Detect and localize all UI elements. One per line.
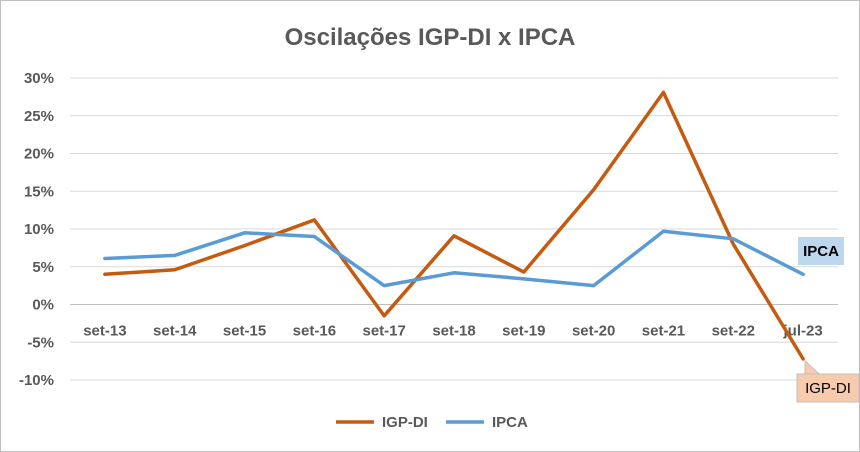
data-point-igp-di xyxy=(731,242,735,246)
data-point-igp-di xyxy=(801,357,805,361)
data-point-igp-di xyxy=(522,270,526,274)
data-point-ipca xyxy=(801,272,805,276)
data-point-ipca xyxy=(731,237,735,241)
y-tick-label: 5% xyxy=(32,259,54,276)
x-tick-label: set-22 xyxy=(712,323,755,340)
gridlines xyxy=(70,77,838,381)
data-point-ipca xyxy=(243,231,247,235)
x-tick-label: set-20 xyxy=(572,323,615,340)
x-tick-label: set-18 xyxy=(432,323,475,340)
data-point-igp-di xyxy=(103,272,107,276)
data-point-ipca xyxy=(592,284,596,288)
chart-title: Oscilações IGP-DI x IPCA xyxy=(285,24,576,51)
data-point-igp-di xyxy=(661,90,665,94)
legend-label-igp-di: IGP-DI xyxy=(382,414,428,431)
data-point-igp-di xyxy=(382,314,386,318)
series-lines xyxy=(103,90,805,361)
callout-box-igp-di xyxy=(796,373,860,403)
y-tick-label: -5% xyxy=(27,334,54,351)
callout-label-ipca: IPCA xyxy=(803,243,839,260)
data-point-ipca xyxy=(103,256,107,260)
data-point-ipca xyxy=(661,229,665,233)
x-tick-label: jul-23 xyxy=(782,323,822,340)
x-tick-label: set-17 xyxy=(363,323,406,340)
data-point-ipca xyxy=(173,253,177,257)
legend-label-ipca: IPCA xyxy=(492,414,528,431)
data-point-ipca xyxy=(522,277,526,281)
data-point-igp-di xyxy=(173,268,177,272)
data-point-ipca xyxy=(382,284,386,288)
y-tick-label: 20% xyxy=(24,146,54,163)
x-axis-tick-labels: set-13 set-14 set-15 set-16 set-17 set-18 set-… xyxy=(83,323,822,340)
data-point-ipca xyxy=(312,235,316,239)
x-tick-label: set-13 xyxy=(83,323,126,340)
y-tick-label: 0% xyxy=(32,297,54,314)
callout-label-igp-di: IGP-DI xyxy=(805,380,851,397)
x-tick-label: set-21 xyxy=(642,323,685,340)
x-tick-label: set-16 xyxy=(293,323,336,340)
y-tick-label: 30% xyxy=(24,70,54,87)
x-tick-label: set-15 xyxy=(223,323,266,340)
y-tick-label: -10% xyxy=(19,372,54,389)
callout-box-ipca xyxy=(798,237,844,265)
y-tick-label: 25% xyxy=(24,108,54,125)
y-tick-label: 10% xyxy=(24,221,54,238)
x-tick-label: set-14 xyxy=(153,323,197,340)
data-point-igp-di xyxy=(312,218,316,222)
x-tick-label: set-19 xyxy=(502,323,545,340)
series-callouts: IPCA IGP-DI xyxy=(796,237,860,403)
data-point-igp-di xyxy=(592,188,596,192)
data-point-igp-di xyxy=(452,234,456,238)
y-tick-label: 15% xyxy=(24,183,54,200)
legend: IGP-DI IPCA xyxy=(336,414,528,431)
y-axis-tick-labels: 30% 25% 20% 15% 10% 5% 0% -5% -10% xyxy=(19,70,54,389)
data-point-igp-di xyxy=(243,244,247,248)
data-point-ipca xyxy=(452,271,456,275)
